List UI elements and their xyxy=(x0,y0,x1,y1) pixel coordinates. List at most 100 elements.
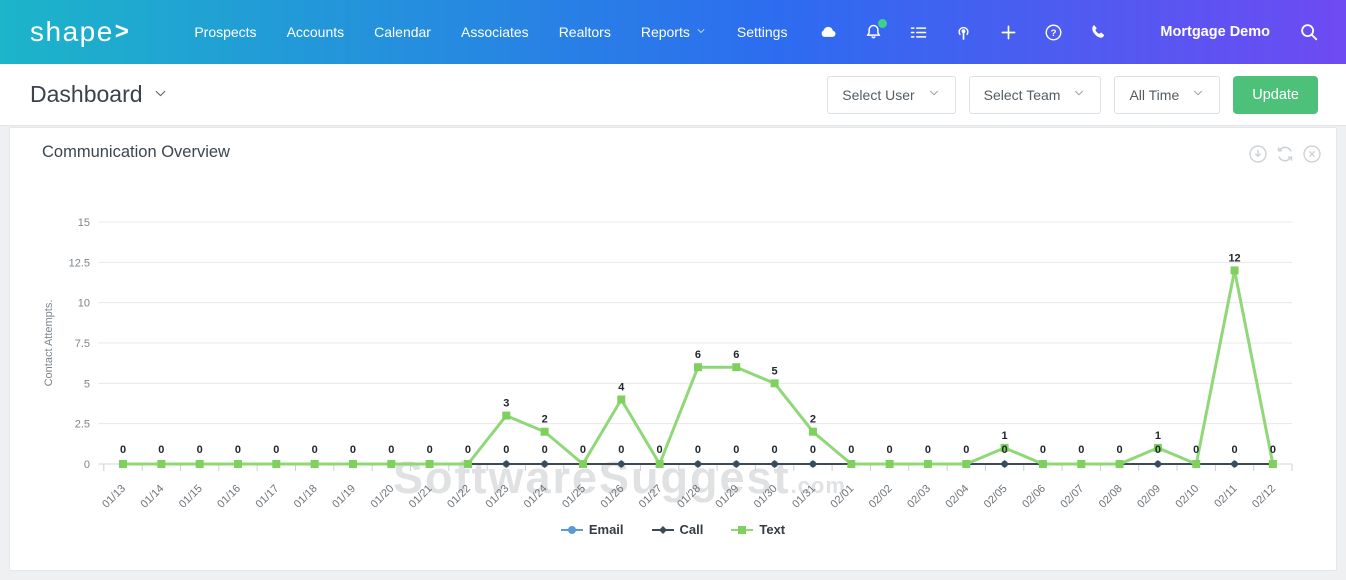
chevron-down-icon xyxy=(152,81,169,108)
card-actions xyxy=(1247,143,1323,165)
search-icon[interactable] xyxy=(1298,21,1320,43)
podcast-icon[interactable] xyxy=(952,21,974,43)
data-label-zero: 0 xyxy=(1155,444,1161,456)
data-label-text: 1 xyxy=(1002,430,1008,442)
phone-icon[interactable] xyxy=(1087,21,1109,43)
data-point-text[interactable] xyxy=(540,427,549,436)
data-point-text[interactable] xyxy=(463,460,472,468)
data-label-zero: 0 xyxy=(427,444,433,456)
filter-all-time[interactable]: All Time xyxy=(1114,75,1221,114)
filter-select-user[interactable]: Select User xyxy=(827,75,956,114)
data-point-text[interactable] xyxy=(157,460,166,468)
x-tick-label: 01/14 xyxy=(138,483,166,511)
x-tick-label: 02/07 xyxy=(1058,483,1086,511)
update-button[interactable]: Update xyxy=(1233,75,1318,114)
x-tick-label: 01/25 xyxy=(560,483,588,511)
data-point-text[interactable] xyxy=(425,460,434,468)
data-point-text[interactable] xyxy=(233,460,242,468)
legend-label: Call xyxy=(679,522,704,537)
x-tick-label: 02/01 xyxy=(828,483,856,511)
toolbar-filters: Select User Select Team All Time Update xyxy=(827,75,1318,114)
data-point-text[interactable] xyxy=(885,460,894,468)
bell-icon[interactable] xyxy=(862,19,888,43)
x-tick-label: 01/22 xyxy=(445,483,473,511)
refresh-icon[interactable] xyxy=(1274,143,1296,165)
data-label-zero: 0 xyxy=(1270,444,1276,456)
data-point-text[interactable] xyxy=(310,460,319,468)
nav-item-realtors[interactable]: Realtors xyxy=(558,24,611,40)
data-point-text[interactable] xyxy=(387,460,396,468)
data-point-text[interactable] xyxy=(502,411,511,420)
data-point-text[interactable] xyxy=(655,460,664,468)
data-point-text[interactable] xyxy=(732,363,741,372)
data-point-text[interactable] xyxy=(847,460,856,468)
page-content: Communication Overview SoftwareSuggest.c… xyxy=(0,126,1346,579)
data-point-call[interactable] xyxy=(770,460,779,468)
data-point-text[interactable] xyxy=(195,460,204,468)
communication-overview-card: Communication Overview SoftwareSuggest.c… xyxy=(9,127,1337,571)
data-point-call[interactable] xyxy=(732,460,741,468)
plus-icon[interactable] xyxy=(997,21,1019,43)
data-point-call[interactable] xyxy=(693,460,702,468)
data-point-text[interactable] xyxy=(962,460,971,468)
data-label-zero: 0 xyxy=(695,444,701,456)
legend-label: Text xyxy=(759,522,786,537)
notification-badge xyxy=(878,19,888,28)
nav-item-accounts[interactable]: Accounts xyxy=(286,24,345,40)
data-label-zero: 0 xyxy=(580,444,586,456)
dashboard-title-dropdown[interactable]: Dashboard xyxy=(30,81,169,108)
data-point-text[interactable] xyxy=(1268,460,1277,468)
nav-item-reports[interactable]: Reports xyxy=(641,24,707,40)
filter-select-team[interactable]: Select Team xyxy=(968,75,1102,114)
data-point-call[interactable] xyxy=(617,460,626,468)
logo-arrow-icon: > xyxy=(114,18,131,45)
data-point-text[interactable] xyxy=(272,460,281,468)
data-point-text[interactable] xyxy=(1153,443,1162,452)
data-label-zero: 0 xyxy=(273,444,279,456)
data-point-text[interactable] xyxy=(348,460,357,468)
data-label-zero: 0 xyxy=(810,444,816,456)
nav-item-settings[interactable]: Settings xyxy=(736,24,788,40)
close-circle-icon[interactable] xyxy=(1301,143,1323,165)
data-point-text[interactable] xyxy=(770,379,779,388)
x-tick-label: 02/12 xyxy=(1250,483,1278,511)
y-axis-title: Contact Attempts. xyxy=(43,300,55,387)
chart-legend: Email Call Text xyxy=(10,522,1336,537)
x-tick-label: 01/19 xyxy=(330,483,358,511)
data-point-call[interactable] xyxy=(1230,460,1239,468)
data-label-text: 3 xyxy=(503,398,509,410)
legend-item-call[interactable]: Call xyxy=(651,522,704,537)
legend-item-text[interactable]: Text xyxy=(731,522,785,537)
data-point-call[interactable] xyxy=(1153,460,1162,468)
data-point-text[interactable] xyxy=(1230,266,1239,275)
data-point-call[interactable] xyxy=(808,460,817,468)
nav-item-associates[interactable]: Associates xyxy=(460,24,529,40)
data-point-text[interactable] xyxy=(808,427,817,436)
nav-item-prospects[interactable]: Prospects xyxy=(194,24,257,40)
page-title: Dashboard xyxy=(30,81,143,107)
data-point-call[interactable] xyxy=(1000,460,1009,468)
data-point-text[interactable] xyxy=(617,395,626,404)
shape-logo[interactable]: shape > xyxy=(30,16,130,48)
legend-item-email[interactable]: Email xyxy=(560,522,624,537)
data-point-text[interactable] xyxy=(1000,443,1009,452)
data-point-text[interactable] xyxy=(923,460,932,468)
cloud-icon[interactable] xyxy=(817,21,839,43)
data-point-call[interactable] xyxy=(502,460,511,468)
data-point-text[interactable] xyxy=(1192,460,1201,468)
nav-item-calendar[interactable]: Calendar xyxy=(374,24,431,40)
data-label-zero: 0 xyxy=(235,444,241,456)
watermark: SoftwareSuggest.com xyxy=(393,452,846,504)
data-point-text[interactable] xyxy=(578,460,587,468)
card-header: Communication Overview xyxy=(10,128,1336,164)
data-point-text[interactable] xyxy=(1038,460,1047,468)
data-point-text[interactable] xyxy=(1115,460,1124,468)
help-icon[interactable]: ? xyxy=(1042,21,1064,43)
data-point-text[interactable] xyxy=(693,363,702,372)
account-menu[interactable]: Mortgage Demo xyxy=(1160,24,1270,40)
download-circle-icon[interactable] xyxy=(1247,143,1269,165)
data-point-text[interactable] xyxy=(1077,460,1086,468)
data-point-call[interactable] xyxy=(540,460,549,468)
data-point-text[interactable] xyxy=(119,460,127,468)
checklist-icon[interactable] xyxy=(907,21,929,43)
